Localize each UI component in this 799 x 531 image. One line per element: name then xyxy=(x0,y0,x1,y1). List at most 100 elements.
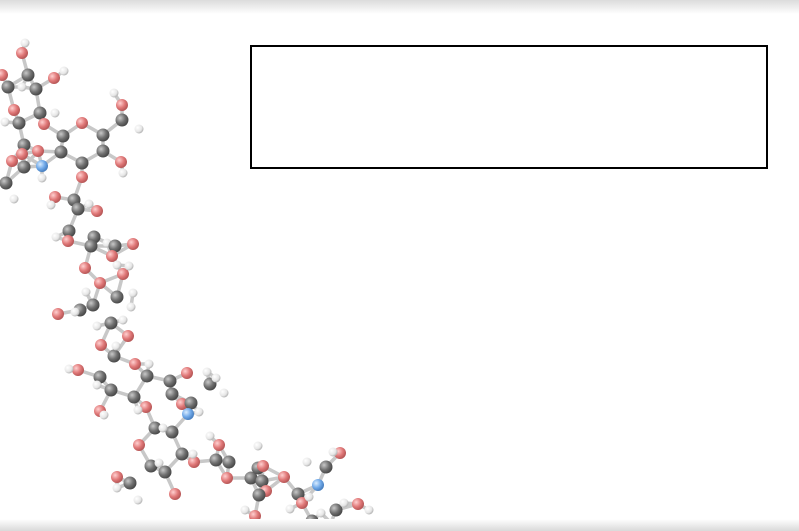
carbon-atom xyxy=(33,106,47,120)
carbon-atom xyxy=(21,68,35,82)
hydrogen-atom xyxy=(219,388,229,398)
oxygen-atom xyxy=(95,339,107,351)
carbon-atom xyxy=(184,396,198,410)
hydrogen-atom xyxy=(118,168,128,178)
oxygen-atom xyxy=(38,118,50,130)
carbon-atom xyxy=(255,474,269,488)
hydrogen-atom xyxy=(70,307,80,317)
carbon-atom xyxy=(329,503,343,517)
hydrogen-atom xyxy=(205,431,215,441)
carbon-atom xyxy=(86,298,100,312)
oxygen-atom xyxy=(352,498,364,510)
hydrogen-atom xyxy=(154,458,164,468)
viewport-top-shade xyxy=(0,0,799,14)
carbon-atom xyxy=(75,156,89,170)
carbon-atom xyxy=(93,370,107,384)
carbon-atom xyxy=(115,113,129,127)
hydrogen-atom xyxy=(92,321,102,331)
carbon-atom xyxy=(84,239,98,253)
hydrogen-atom xyxy=(37,173,47,183)
hydrogen-atom xyxy=(111,341,121,351)
carbon-atom xyxy=(17,160,31,174)
hydrogen-atom xyxy=(81,287,91,297)
hydrogen-atom xyxy=(328,447,338,457)
carbon-atom xyxy=(222,455,236,469)
carbon-atom xyxy=(123,476,137,490)
oxygen-atom xyxy=(127,238,139,250)
carbon-atom xyxy=(62,224,76,238)
hydrogen-atom xyxy=(316,508,326,518)
oxygen-atom xyxy=(169,488,181,500)
oxygen-atom xyxy=(16,148,28,160)
carbon-atom xyxy=(108,239,122,253)
oxygen-atom xyxy=(296,497,308,509)
carbon-atom xyxy=(1,80,15,94)
oxygen-atom xyxy=(79,262,91,274)
oxygen-atom xyxy=(129,358,141,370)
hydrogen-atom xyxy=(0,117,10,127)
oxygen-atom xyxy=(0,69,8,81)
hydrogen-atom xyxy=(128,288,138,298)
carbon-atom xyxy=(140,369,154,383)
hydrogen-atom xyxy=(339,498,349,508)
hydrogen-atom xyxy=(109,88,119,98)
oxygen-atom xyxy=(76,117,88,129)
hydrogen-atom xyxy=(364,505,374,515)
oxygen-atom xyxy=(122,330,134,342)
oxygen-atom xyxy=(52,308,64,320)
hydrogen-atom xyxy=(194,407,204,417)
hydrogen-atom xyxy=(46,200,56,210)
carbon-atom xyxy=(158,465,172,479)
oxygen-atom xyxy=(213,439,225,451)
carbon-atom xyxy=(165,387,179,401)
hydrogen-atom xyxy=(118,315,128,325)
hydrogen-atom xyxy=(59,66,69,76)
oxygen-atom xyxy=(48,72,60,84)
hydrogen-atom xyxy=(51,232,61,242)
oxygen-atom xyxy=(140,401,152,413)
hydrogen-atom xyxy=(158,423,168,433)
oxygen-atom xyxy=(91,205,103,217)
hydrogen-atom xyxy=(211,373,221,383)
hydrogen-atom xyxy=(134,124,144,134)
oxygen-atom xyxy=(6,155,18,167)
carbon-atom xyxy=(144,459,158,473)
oxygen-atom xyxy=(188,456,200,468)
carbon-atom xyxy=(319,460,333,474)
hydrogen-atom xyxy=(202,367,212,377)
oxygen-atom xyxy=(76,171,88,183)
carbon-atom xyxy=(110,290,124,304)
oxygen-atom xyxy=(62,235,74,247)
oxygen-atom xyxy=(221,472,233,484)
carbon-atom xyxy=(244,471,258,485)
hydrogen-atom xyxy=(133,405,143,415)
hydrogen-atom xyxy=(64,364,74,374)
hydrogen-atom xyxy=(240,505,250,515)
carbon-atom xyxy=(175,447,189,461)
oxygen-atom xyxy=(117,268,129,280)
carbon-atom xyxy=(104,383,118,397)
carbon-atom xyxy=(96,144,110,158)
hydrogen-atom xyxy=(20,38,30,48)
hydrogen-atom xyxy=(92,380,102,390)
hydrogen-atom xyxy=(126,302,136,312)
hydrogen-atom xyxy=(17,82,27,92)
hydrogen-atom xyxy=(124,261,134,271)
carbon-atom xyxy=(209,453,223,467)
oxygen-atom xyxy=(8,104,20,116)
hydrogen-atom xyxy=(133,495,143,505)
nitrogen-atom xyxy=(182,408,194,420)
carbon-atom xyxy=(252,488,266,502)
hydrogen-atom xyxy=(302,457,312,467)
viewport-bottom-shade xyxy=(0,519,799,531)
oxygen-atom xyxy=(106,250,118,262)
oxygen-atom xyxy=(16,47,28,59)
hydrogen-atom xyxy=(99,410,109,420)
hydrogen-atom xyxy=(304,492,314,502)
oxygen-atom xyxy=(94,277,106,289)
carbon-atom xyxy=(96,128,110,142)
carbon-atom xyxy=(163,374,177,388)
oxygen-atom xyxy=(133,439,145,451)
hydrogen-atom xyxy=(50,108,60,118)
